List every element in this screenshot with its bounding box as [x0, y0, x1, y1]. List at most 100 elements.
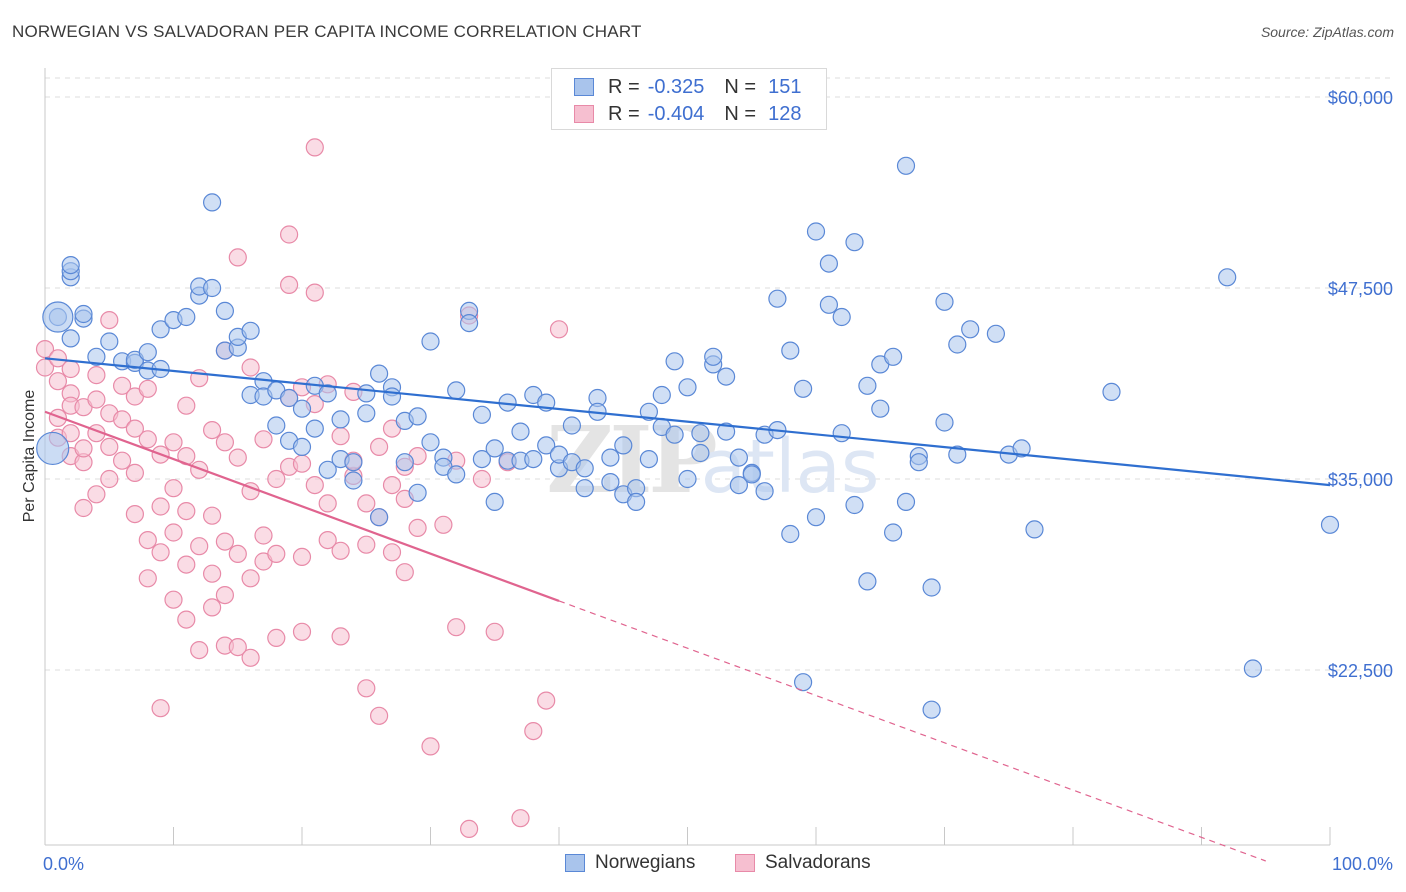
salvadoran-point	[164, 523, 183, 542]
salvadoran-point	[254, 526, 273, 545]
norwegian-point	[729, 476, 749, 495]
salvadoran-point	[241, 569, 260, 588]
salvadoran-point	[537, 691, 556, 710]
salvadoran-point	[318, 530, 337, 550]
salvadoran-point	[138, 430, 157, 449]
salvadoran-point	[164, 479, 183, 498]
norwegian-point	[871, 399, 890, 418]
norwegian-point	[511, 422, 530, 441]
norwegian-point	[61, 256, 80, 275]
salvadoran-point	[125, 419, 144, 438]
legend-r-label: R =	[608, 102, 640, 125]
norwegian-point	[781, 341, 800, 360]
norwegian-point	[909, 453, 928, 472]
norwegian-point-large	[36, 431, 70, 466]
norwegian-point	[575, 459, 594, 478]
norwegian-point	[716, 367, 736, 386]
norwegian-point	[421, 433, 440, 452]
salvadoran-point	[305, 283, 324, 302]
salvadoran-point	[100, 437, 119, 456]
norwegian-point	[447, 381, 466, 400]
salvadoran-point	[61, 424, 80, 443]
norwegian-point	[524, 450, 543, 469]
norwegian-point	[370, 364, 389, 383]
norwegian-point	[806, 508, 826, 527]
salvadoran-point	[87, 366, 106, 385]
salvadoran-point	[177, 396, 196, 415]
salvadoran-point	[215, 433, 234, 452]
salvadoran-point	[215, 532, 234, 551]
legend-row-norwegians: R = -0.325 N = 151	[574, 75, 801, 99]
norwegian-point	[678, 378, 697, 397]
salvadoran-point	[164, 590, 183, 609]
salvadoran-point	[177, 502, 196, 521]
salvadoran-point	[203, 506, 222, 525]
norwegian-point	[716, 422, 736, 441]
y-tick-labels: $22,500 $35,000 $47,500 $60,000	[1328, 88, 1393, 681]
norwegian-point	[819, 254, 839, 273]
salvadoran-point	[203, 564, 222, 583]
norwegian-point	[691, 443, 710, 463]
salvadoran-point	[228, 448, 247, 467]
salvadoran-point	[100, 469, 119, 489]
salvadoran-point	[112, 376, 132, 395]
norwegian-point	[922, 578, 941, 597]
norwegian-point	[614, 436, 633, 455]
salvadoran-point	[74, 498, 93, 518]
norwegian-point	[382, 387, 402, 406]
chart-title: NORWEGIAN VS SALVADORAN PER CAPITA INCOM…	[12, 22, 642, 41]
salvadoran-point	[421, 737, 440, 756]
norwegian-point	[1012, 439, 1031, 458]
norwegian-point	[652, 385, 671, 405]
norwegian-point	[177, 307, 196, 327]
salvadoran-point	[370, 706, 389, 725]
salvadoran-point	[138, 569, 157, 588]
salvadoran-point	[112, 451, 132, 470]
salvadoran-point	[280, 275, 299, 294]
norwegian-point	[781, 524, 800, 544]
norwegian-point	[665, 352, 684, 371]
norwegian-point	[292, 399, 312, 418]
norwegian-point	[562, 416, 582, 435]
norwegian-point	[883, 523, 903, 542]
salvadoran-point	[318, 494, 337, 513]
salvadoran-points	[35, 138, 569, 839]
y-tick-label: $22,500	[1328, 661, 1393, 681]
norwegian-point	[768, 289, 787, 308]
x-tick-labels: 0.0% 100.0%	[43, 854, 1393, 874]
salvadoran-trend-line	[44, 410, 560, 602]
norwegian-point	[292, 437, 312, 456]
correlation-legend: R = -0.325 N = 151 R = -0.404 N = 128	[551, 68, 827, 130]
norwegian-point	[601, 448, 620, 467]
norwegian-point	[357, 384, 376, 403]
norwegian-point	[704, 347, 723, 366]
norwegian-point	[806, 222, 826, 241]
salvadoran-point	[434, 515, 453, 534]
salvadoran-point	[35, 340, 55, 359]
norwegian-point	[1243, 659, 1263, 678]
bottom-legend-norwegians: Norwegians	[565, 851, 695, 875]
salvadoran-point	[215, 585, 234, 605]
legend-n-value: 128	[768, 102, 802, 125]
legend-r-value: -0.325	[647, 75, 705, 98]
bottom-legend-swatch-salvadorans	[735, 854, 755, 872]
norwegian-points	[36, 156, 1340, 719]
legend-n-label: N =	[724, 102, 757, 125]
legend-n-value: 151	[768, 75, 802, 98]
norwegian-point	[883, 347, 903, 366]
norwegian-point	[74, 304, 93, 324]
salvadoran-point	[292, 622, 312, 641]
salvadoran-point	[164, 433, 183, 452]
norwegian-point	[639, 450, 659, 469]
norwegian-point	[280, 388, 299, 408]
norwegian-point	[408, 483, 427, 502]
salvadoran-point	[357, 535, 376, 554]
norwegian-point	[948, 335, 967, 354]
norwegian-point	[601, 473, 620, 492]
norwegian-point	[922, 700, 941, 719]
legend-n-label: N =	[724, 75, 757, 98]
norwegian-point	[845, 233, 864, 252]
norwegian-point	[678, 469, 697, 489]
norwegian-point	[742, 465, 761, 484]
salvadoran-point	[447, 618, 466, 637]
